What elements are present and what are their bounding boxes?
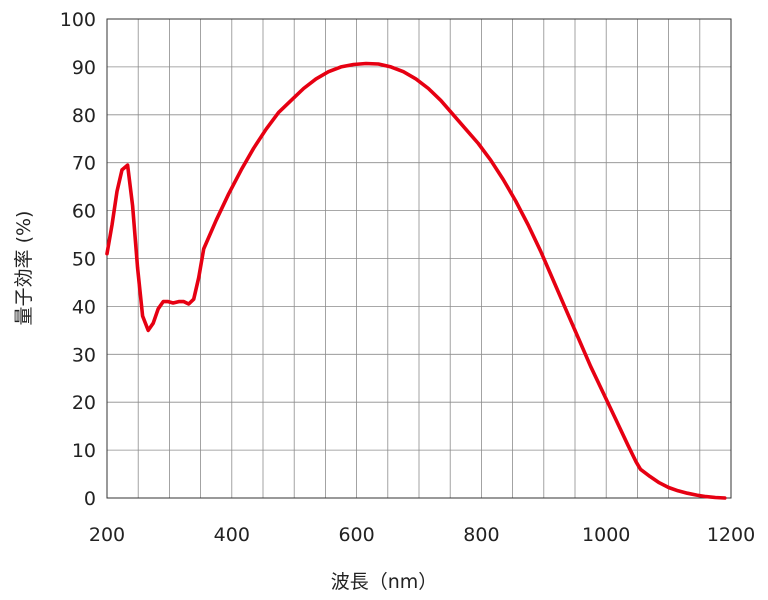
- y-tick-label: 40: [72, 296, 96, 318]
- x-tick-label: 1000: [582, 524, 630, 546]
- x-tick-label: 600: [338, 524, 374, 546]
- plot-frame: [106, 18, 732, 499]
- y-tick-label: 70: [72, 153, 96, 175]
- y-tick-label: 20: [72, 392, 96, 414]
- x-tick-label: 1200: [707, 524, 755, 546]
- y-tick-label: 50: [72, 249, 96, 271]
- y-tick-label: 30: [72, 344, 96, 366]
- x-tick-labels: 200 400 600 800 1000 1200: [89, 524, 755, 546]
- y-tick-label: 100: [60, 9, 96, 31]
- y-tick-labels: 0 10 20 30 40 50 60 70 80 90 100: [60, 9, 96, 510]
- y-tick-label: 60: [72, 201, 96, 223]
- y-tick-label: 0: [84, 488, 96, 510]
- y-axis-label: 量子効率 (%): [13, 211, 35, 326]
- y-tick-label: 80: [72, 105, 96, 127]
- y-tick-label: 10: [72, 440, 96, 462]
- x-tick-label: 800: [463, 524, 499, 546]
- series-line: [105, 61, 727, 500]
- y-tick-label: 90: [72, 57, 96, 79]
- x-tick-label: 400: [214, 524, 250, 546]
- x-axis-label: 波長（nm）: [331, 571, 438, 593]
- x-tick-label: 200: [89, 524, 125, 546]
